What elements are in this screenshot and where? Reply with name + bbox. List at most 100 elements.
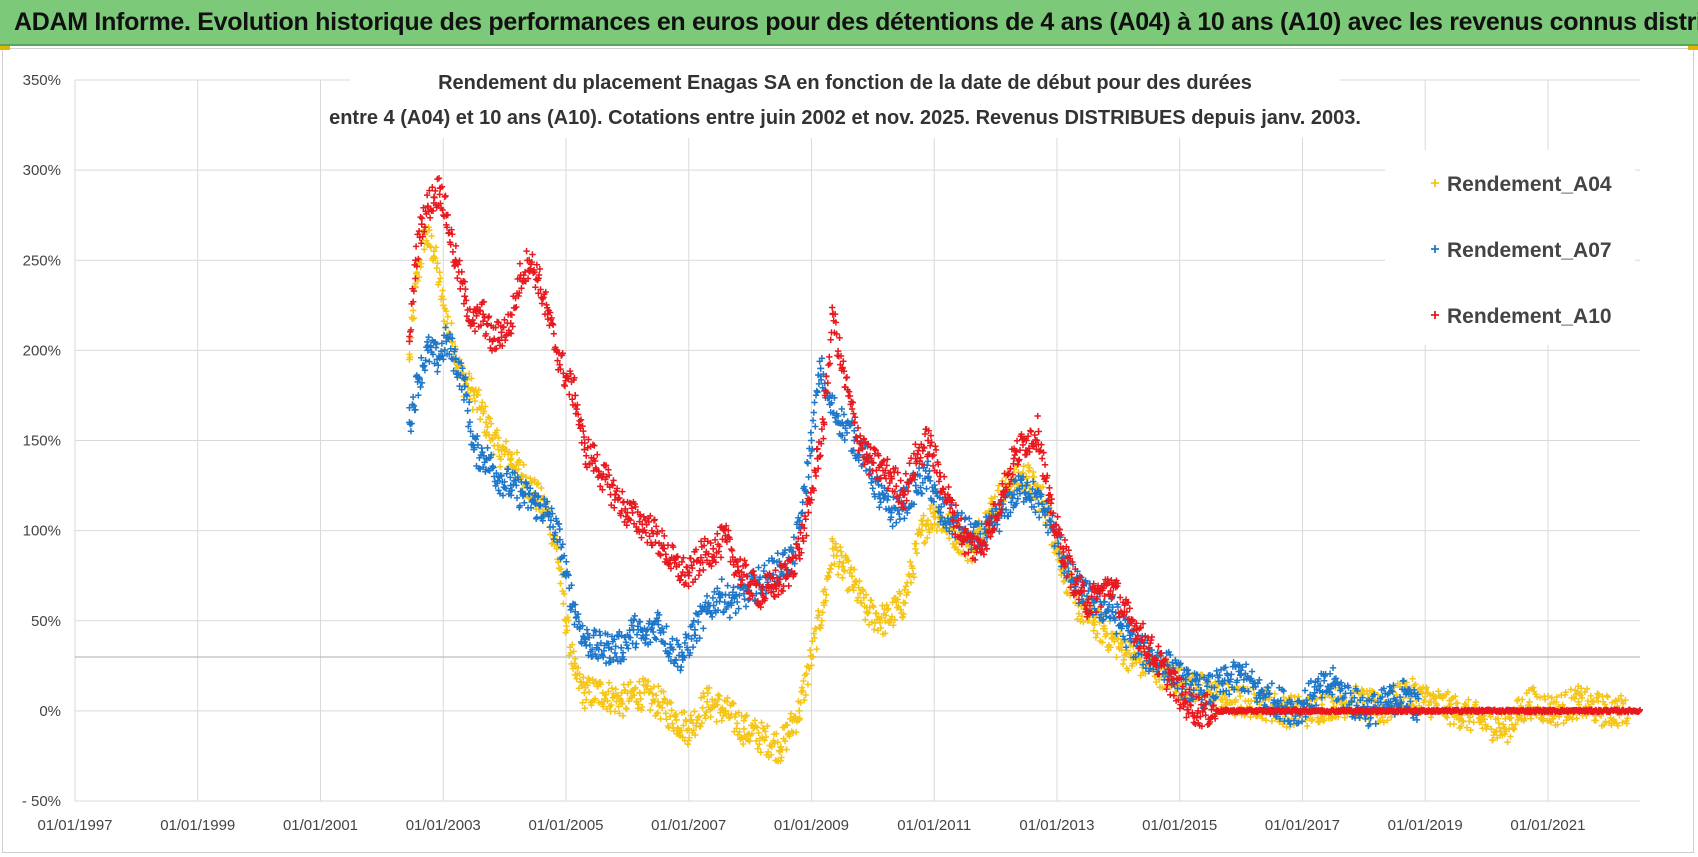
x-tick-label: 01/01/2021 — [1510, 817, 1585, 834]
data-point — [716, 543, 723, 550]
data-point — [838, 405, 845, 413]
data-point — [1047, 518, 1055, 525]
data-point — [1332, 675, 1340, 682]
data-point — [1309, 716, 1316, 723]
data-point — [1170, 692, 1178, 699]
data-point — [406, 404, 413, 411]
data-point — [1080, 587, 1088, 595]
data-point — [1153, 662, 1160, 670]
data-point — [1039, 483, 1047, 491]
data-point — [1317, 682, 1324, 689]
data-point — [619, 700, 626, 708]
data-point — [1595, 691, 1603, 698]
data-point — [413, 269, 421, 276]
data-point — [1211, 684, 1218, 691]
data-point — [986, 520, 994, 527]
data-point — [746, 595, 753, 602]
data-point — [877, 624, 885, 632]
data-point — [423, 191, 431, 199]
data-point — [1262, 694, 1269, 701]
data-point — [827, 336, 834, 343]
data-point — [667, 699, 675, 706]
data-point — [875, 452, 882, 459]
data-point — [574, 664, 582, 671]
data-point — [996, 528, 1003, 535]
data-point — [571, 655, 579, 663]
data-point — [495, 319, 502, 326]
data-point — [832, 540, 840, 547]
data-point — [1578, 685, 1585, 692]
data-point — [692, 546, 700, 553]
data-point — [557, 580, 564, 587]
data-point — [657, 629, 664, 637]
data-point — [1198, 723, 1206, 730]
data-point — [559, 350, 566, 357]
data-point — [812, 472, 820, 480]
data-point — [444, 313, 451, 320]
data-point — [836, 558, 843, 565]
data-point — [1029, 485, 1036, 493]
data-point — [504, 319, 511, 327]
data-point — [632, 503, 639, 511]
data-point — [685, 583, 692, 590]
data-point — [951, 509, 958, 517]
data-point — [783, 746, 790, 753]
data-point — [408, 420, 415, 427]
data-point — [523, 247, 530, 255]
data-point — [498, 334, 505, 341]
data-point — [1015, 472, 1022, 480]
data-point — [611, 708, 619, 715]
data-point — [667, 565, 675, 572]
data-point — [1548, 694, 1555, 702]
data-point — [1287, 720, 1294, 728]
data-point — [661, 696, 669, 703]
data-point — [680, 708, 688, 716]
data-point — [1026, 448, 1033, 456]
y-axis-ticks: 350%300%250%200%150%100%50%0%- 50% — [22, 72, 61, 810]
data-point — [938, 514, 946, 521]
data-point — [884, 493, 892, 500]
data-point — [847, 421, 854, 429]
data-point — [678, 558, 686, 566]
data-point — [888, 475, 896, 483]
data-point — [1447, 701, 1455, 708]
data-point — [426, 226, 433, 234]
data-point — [778, 754, 785, 761]
data-point — [638, 534, 645, 541]
data-point — [728, 547, 736, 554]
data-point — [898, 486, 906, 494]
data-point — [516, 502, 524, 509]
data-point — [1547, 700, 1554, 708]
data-point — [1077, 588, 1084, 595]
data-point — [452, 355, 460, 362]
data-point — [826, 360, 834, 367]
data-point — [464, 407, 471, 415]
data-point — [940, 486, 947, 493]
data-point — [1069, 558, 1076, 566]
data-point — [605, 688, 612, 695]
data-point — [544, 315, 552, 323]
data-point — [774, 739, 781, 746]
data-point — [929, 524, 936, 532]
data-point — [1092, 608, 1100, 616]
data-point — [1041, 511, 1049, 519]
data-point — [917, 531, 924, 539]
data-point — [643, 631, 650, 639]
data-point — [876, 504, 883, 511]
data-point — [1027, 428, 1035, 435]
x-tick-label: 01/01/2005 — [528, 817, 603, 834]
data-point — [465, 398, 473, 406]
data-point — [940, 473, 948, 480]
data-point — [683, 718, 690, 725]
data-point — [451, 262, 459, 269]
data-point — [1019, 482, 1026, 490]
data-point — [594, 641, 601, 649]
data-point — [1388, 713, 1395, 721]
data-point — [916, 472, 924, 480]
data-point — [1063, 543, 1070, 551]
data-point — [809, 653, 817, 660]
data-point — [513, 303, 520, 311]
data-point — [834, 412, 842, 420]
data-point — [622, 505, 629, 513]
data-point — [864, 458, 871, 465]
